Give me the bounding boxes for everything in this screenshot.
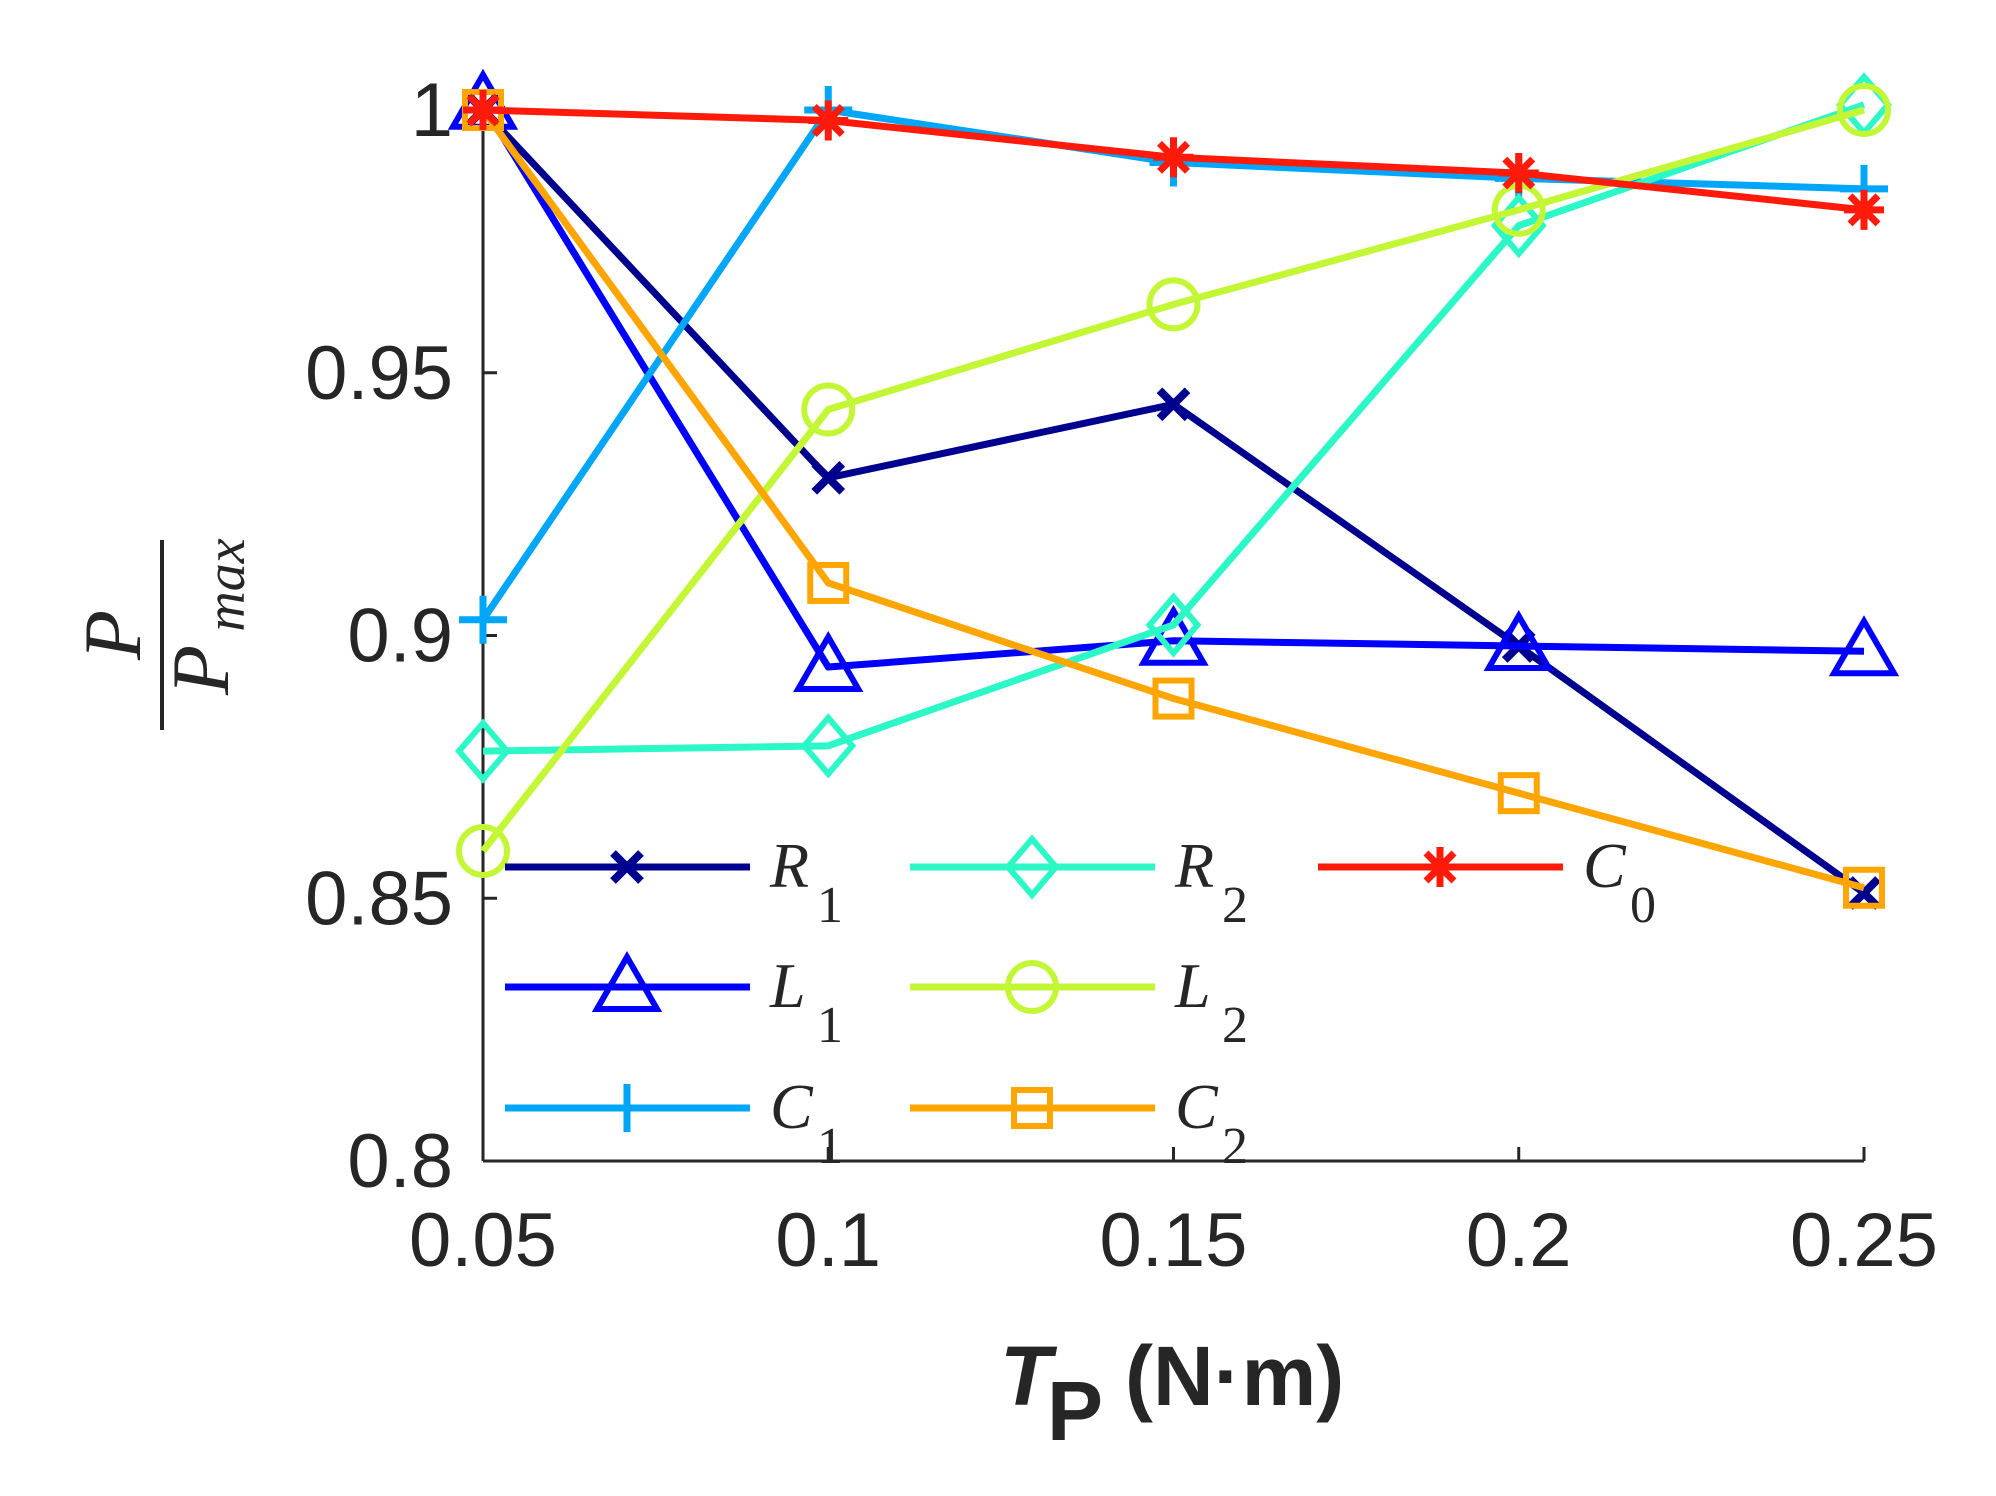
legend-label-sub: 1 (817, 1118, 843, 1175)
data-point (1152, 677, 1195, 720)
data-point (1483, 610, 1554, 672)
data-point (1146, 277, 1201, 332)
x-tick-label: 0.25 (1790, 1198, 1938, 1283)
legend-label-sub: 0 (1630, 877, 1656, 934)
legend-label: C (770, 1071, 814, 1142)
series-line (480, 107, 1865, 892)
legend-label-sub: 1 (817, 877, 843, 934)
series-l2 (456, 83, 1891, 878)
data-point (1843, 866, 1885, 909)
y-label-numerator: P (67, 610, 158, 661)
x-label-sub: P (1047, 1364, 1103, 1458)
legend-label: R (769, 830, 809, 901)
legend-item: L2 (910, 950, 1248, 1054)
y-label-denominator-sub: max (195, 538, 257, 631)
data-point (455, 718, 511, 784)
marker-square (1011, 1087, 1053, 1129)
x-tick-label: 0.05 (409, 1198, 557, 1283)
legend-item: C0 (1318, 830, 1656, 934)
series-layer (447, 68, 1900, 910)
ticks: 0.8 0.85 0.9 0.95 1 0.05 0.1 0.15 0.2 0.25 (305, 68, 1938, 1283)
series-line (480, 107, 1867, 896)
data-point (1498, 153, 1539, 194)
x-tick-label: 0.15 (1100, 1198, 1248, 1283)
series-c2 (462, 89, 1885, 909)
data-point (1497, 772, 1540, 815)
y-tick-label: 1 (411, 68, 453, 153)
y-tick-label: 0.85 (305, 856, 453, 941)
series-c0 (463, 90, 1884, 230)
series-r1 (466, 93, 1881, 910)
data-point (1837, 83, 1891, 137)
marker-circle (1005, 960, 1059, 1014)
legend-label-sub: 2 (1222, 997, 1248, 1054)
legend-label: C (1175, 1071, 1219, 1142)
y-tick-label: 0.9 (347, 594, 453, 679)
legend-item: R1 (505, 830, 843, 934)
legend-item: R2 (910, 830, 1248, 934)
series-line (480, 102, 1865, 671)
data-point (811, 461, 846, 495)
data-point (1156, 387, 1191, 422)
data-point (463, 90, 503, 130)
data-point (801, 382, 856, 437)
data-point (1844, 189, 1884, 230)
legend-label: C (1583, 830, 1627, 901)
data-point (807, 561, 850, 604)
y-axis-label: P P max (67, 538, 257, 730)
data-point (800, 713, 857, 779)
legend-item: C2 (910, 1071, 1248, 1175)
series-line (480, 106, 1865, 854)
y-tick-label: 0.8 (347, 1119, 453, 1204)
marker-asterisk (1420, 847, 1460, 887)
x-label-main: T (1000, 1329, 1058, 1423)
data-point (1145, 592, 1202, 658)
data-point (808, 100, 849, 141)
x-tick-label: 0.2 (1466, 1198, 1572, 1283)
legend-label: L (769, 950, 806, 1021)
legend-label: R (1174, 830, 1214, 901)
x-tick-label: 0.1 (775, 1198, 881, 1283)
y-label-denominator: P (155, 645, 246, 696)
legend-label-sub: 1 (817, 997, 843, 1054)
marker-x (610, 850, 644, 884)
marker-plus (603, 1084, 651, 1132)
y-tick-label: 0.95 (305, 331, 453, 416)
marker-triangle (591, 950, 663, 1012)
legend-item: C1 (505, 1071, 843, 1175)
legend-label-sub: 2 (1222, 877, 1248, 934)
data-point (456, 823, 510, 878)
legend-item: L1 (505, 950, 843, 1054)
data-point (1153, 137, 1194, 178)
data-point (459, 595, 507, 644)
legend-label-sub: 2 (1222, 1118, 1248, 1175)
x-axis-label: T P (N·m) (1000, 1329, 1344, 1458)
marker-diamond (1004, 834, 1060, 900)
legend-label: L (1174, 950, 1211, 1021)
data-point (1828, 615, 1900, 677)
x-label-unit: (N·m) (1125, 1329, 1344, 1423)
data-point (793, 631, 864, 693)
axes (481, 110, 1864, 1163)
